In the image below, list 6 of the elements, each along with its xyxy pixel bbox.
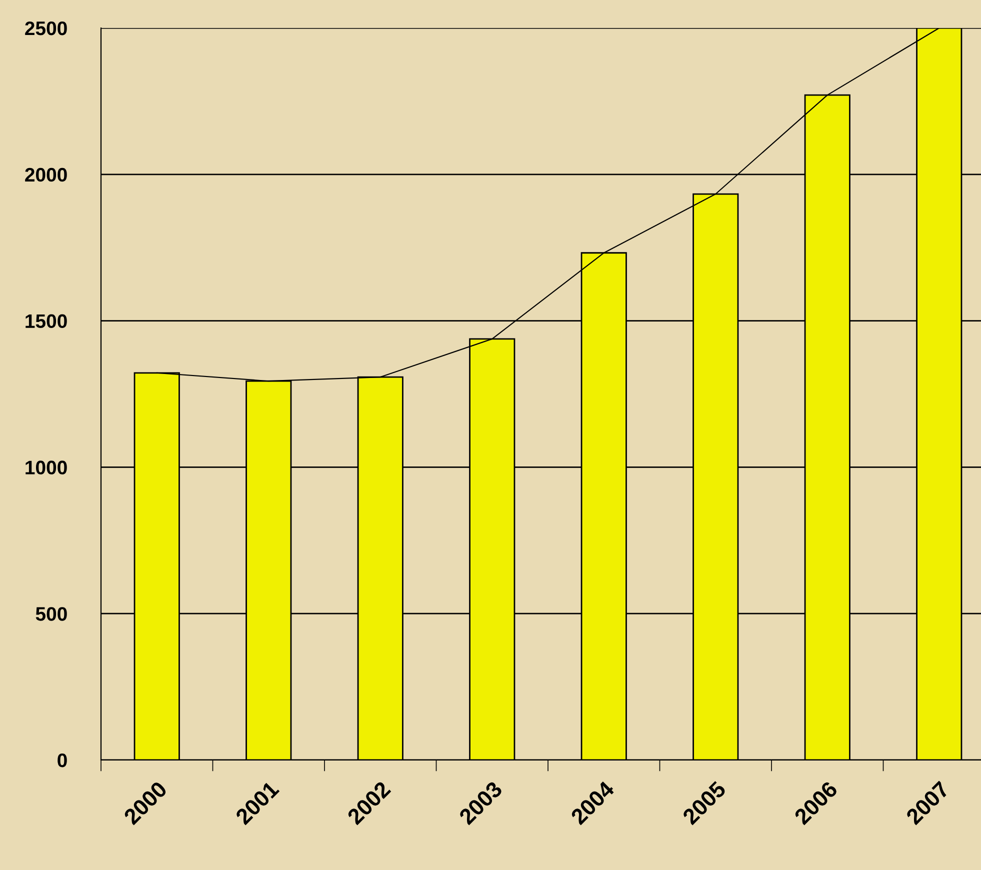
y-tick-label: 1500 <box>26 314 67 328</box>
y-tick-label: 2500 <box>25 21 67 36</box>
y-tick-label: 2000 <box>25 168 67 182</box>
y-tick-label: 0 <box>58 753 67 768</box>
y-tick-label: 500 <box>36 607 67 621</box>
y-tick-label: 1000 <box>26 460 67 474</box>
